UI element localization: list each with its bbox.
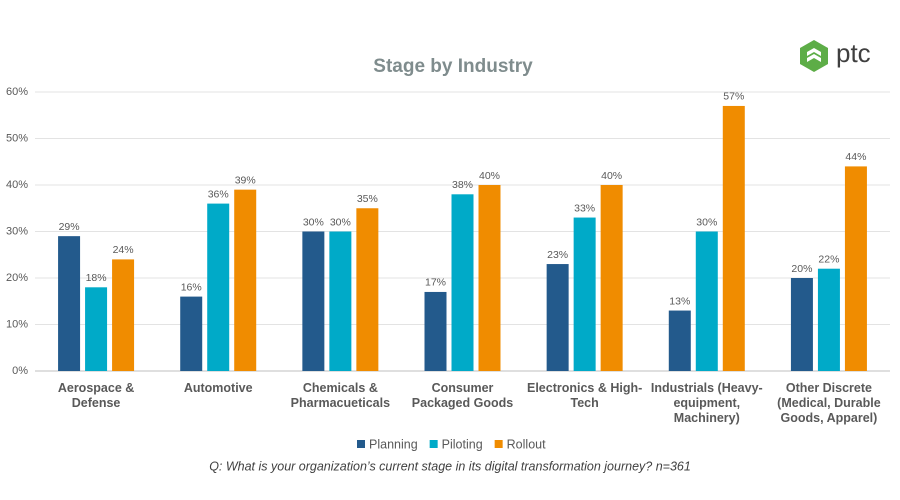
value-label: 17%: [425, 277, 446, 289]
value-label: 16%: [181, 281, 202, 293]
value-label: 13%: [669, 295, 690, 307]
bar: [424, 291, 447, 371]
x-tick-line: Aerospace &: [58, 381, 134, 395]
y-tick-label: 60%: [6, 86, 28, 98]
x-tick-label: Industrials (Heavy-equipment, Machinery): [651, 381, 763, 425]
chart-title: Stage by Industry: [373, 56, 533, 77]
value-label: 30%: [696, 216, 717, 228]
x-tick-line: Other Discrete: [786, 381, 872, 395]
bar: [58, 236, 81, 371]
value-label: 22%: [818, 253, 839, 265]
value-label: 33%: [574, 202, 595, 214]
x-tick-line: Industrials (Heavy-: [651, 381, 763, 395]
x-tick-line: Electronics & High-: [527, 381, 642, 395]
bar: [844, 166, 867, 371]
legend-label: Planning: [369, 437, 418, 451]
y-tick-label: 0%: [12, 365, 28, 377]
value-label: 40%: [601, 170, 622, 182]
logo: ptc: [800, 38, 871, 72]
value-label: 44%: [845, 151, 866, 163]
x-tick-line: Machinery): [674, 411, 740, 425]
bar: [478, 185, 501, 371]
x-tick-line: Packaged Goods: [412, 396, 513, 410]
bar: [722, 105, 745, 371]
bar: [600, 185, 623, 371]
bar: [180, 296, 203, 371]
footnote: Q: What is your organization’s current s…: [209, 459, 691, 473]
value-label: 57%: [723, 91, 744, 103]
x-tick-line: (Medical, Durable: [777, 396, 881, 410]
x-tick-label: Chemicals & Pharmacueticals: [291, 381, 390, 410]
bar: [207, 203, 230, 371]
x-tick-line: Goods, Apparel): [781, 411, 878, 425]
bar: [85, 287, 108, 371]
y-tick-label: 10%: [6, 318, 28, 330]
bar: [817, 268, 840, 371]
value-label: 30%: [303, 216, 324, 228]
y-tick-label: 40%: [6, 179, 28, 191]
value-label: 23%: [547, 249, 568, 261]
value-label: 30%: [330, 216, 351, 228]
legend-label: Piloting: [442, 437, 483, 451]
logo-stripe: [807, 54, 821, 62]
logo-stripe: [807, 48, 821, 56]
logo-text: ptc: [836, 38, 871, 68]
legend-label: Rollout: [507, 437, 546, 451]
x-tick-line: Tech: [571, 396, 599, 410]
value-label: 38%: [452, 179, 473, 191]
bar: [695, 231, 718, 371]
value-label: 24%: [113, 244, 134, 256]
x-tick-line: equipment,: [673, 396, 740, 410]
value-label: 40%: [479, 170, 500, 182]
value-label: 20%: [791, 263, 812, 275]
x-tick-line: Chemicals &: [303, 381, 378, 395]
x-tick-line: Pharmacueticals: [291, 396, 390, 410]
bar: [234, 189, 257, 371]
value-label: 36%: [208, 188, 229, 200]
x-tick-label: Consumer Packaged Goods: [412, 381, 513, 410]
y-tick-label: 20%: [6, 272, 28, 284]
x-tick-label: Electronics & High-Tech: [527, 381, 642, 410]
bar: [451, 194, 474, 371]
legend-swatch: [429, 440, 438, 448]
bar: [112, 259, 135, 371]
bar: [329, 231, 352, 371]
bar: [356, 208, 379, 371]
bar: [790, 278, 813, 371]
bar: [546, 264, 569, 371]
value-label: 39%: [235, 174, 256, 186]
value-label: 18%: [86, 272, 107, 284]
legend-swatch: [357, 440, 365, 448]
x-tick-label: Other Discrete (Medical, Durable Goods, Ap…: [777, 381, 881, 425]
bar: [573, 217, 596, 371]
y-tick-label: 50%: [6, 132, 28, 144]
x-tick-label: Aerospace & Defense: [58, 381, 134, 410]
x-tick-line: Automotive: [184, 381, 253, 395]
value-label: 35%: [357, 193, 378, 205]
value-label: 29%: [59, 221, 80, 233]
x-tick-line: Defense: [72, 396, 121, 410]
y-tick-label: 30%: [6, 225, 28, 237]
x-tick-line: Consumer: [432, 381, 494, 395]
legend-swatch: [494, 440, 503, 448]
bar: [668, 310, 691, 371]
bar: [302, 231, 325, 371]
x-tick-label: Automotive: [184, 381, 253, 395]
legend: Planning Piloting Rollout: [357, 437, 546, 451]
